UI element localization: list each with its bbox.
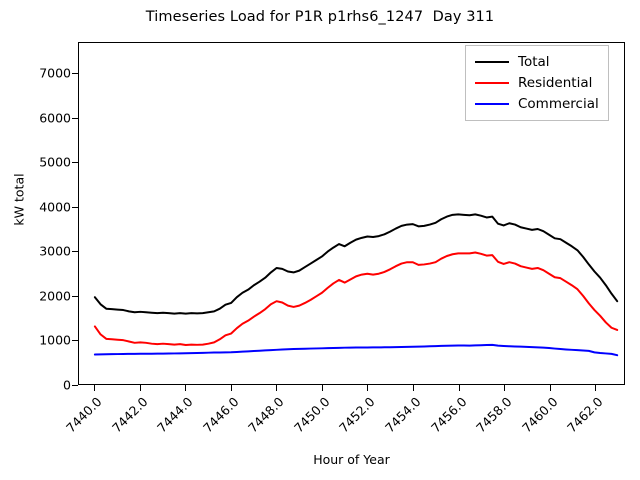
y-axis-tick-label: 4000: [39, 199, 71, 215]
x-axis-tick-label: 7462.0: [564, 394, 606, 436]
x-axis-tick-label: 7454.0: [382, 394, 424, 436]
x-axis-tick-mark: [367, 385, 369, 391]
legend-label-residential: Residential: [518, 74, 593, 91]
x-axis-tick-mark: [595, 385, 597, 391]
x-axis-tick-mark: [93, 385, 95, 391]
y-axis-tick-mark: [72, 162, 78, 164]
x-axis-tick-label: 7446.0: [199, 394, 242, 436]
x-axis-tick-label: 7460.0: [518, 394, 561, 436]
x-axis-tick-label: 7444.0: [154, 394, 196, 436]
y-axis-tick-label: 0: [63, 377, 71, 393]
chart-title: Timeseries Load for P1R p1rhs6_1247 Day …: [145, 9, 495, 25]
x-axis-label: Hour of Year: [313, 452, 390, 467]
series-line-residential: [93, 251, 619, 347]
y-axis-tick-label: 1000: [39, 332, 71, 348]
x-axis-tick-label: 7448.0: [245, 394, 287, 436]
series-line-commercial: [93, 343, 619, 357]
x-axis-tick-mark: [504, 385, 506, 391]
x-axis-tick-mark: [413, 385, 415, 391]
legend-label-commercial: Commercial: [518, 95, 599, 112]
legend-label-total: Total: [518, 53, 550, 70]
y-axis-tick-mark: [72, 117, 78, 119]
x-axis-tick-label: 7456.0: [427, 394, 470, 436]
plot-lines: [93, 213, 619, 357]
y-axis-tick-mark: [72, 206, 78, 208]
legend-swatch-total: [475, 60, 509, 63]
y-axis-tick-label: 2000: [39, 288, 71, 304]
x-axis-tick-mark: [230, 385, 232, 391]
y-axis-tick-mark: [72, 251, 78, 253]
x-axis-tick-label: 7450.0: [290, 394, 333, 436]
x-axis-tick-mark: [549, 385, 551, 391]
x-axis-tick-label: 7452.0: [336, 394, 379, 436]
x-axis-tick-mark: [276, 385, 278, 391]
y-axis-tick-labels: 0 1000 2000 3000 4000 5000 6000 7000: [0, 0, 71, 480]
y-axis-tick-label: 3000: [39, 243, 71, 259]
x-axis-tick-mark: [139, 385, 141, 391]
y-axis-tick-mark: [72, 385, 78, 386]
legend-item-total: Total: [475, 51, 599, 72]
x-axis-tick-label: 7458.0: [473, 394, 515, 436]
x-axis-tick-label: 7442.0: [108, 394, 151, 436]
y-axis-tick-mark: [72, 295, 78, 297]
y-axis-tick-mark: [72, 340, 78, 342]
legend-swatch-residential: [475, 81, 509, 84]
legend-swatch-commercial: [475, 102, 509, 105]
chart-legend: Total Residential Commercial: [465, 45, 609, 121]
y-axis-tick-label: 5000: [39, 154, 71, 170]
x-axis-tick-mark: [321, 385, 323, 391]
y-axis-tick-label: 6000: [39, 110, 71, 126]
y-axis-tick-label: 7000: [39, 65, 71, 81]
series-line-total: [93, 213, 619, 315]
legend-item-residential: Residential: [475, 72, 599, 93]
x-axis-tick-mark: [185, 385, 187, 391]
x-axis-tick-mark: [458, 385, 460, 391]
legend-item-commercial: Commercial: [475, 93, 599, 114]
y-axis-tick-mark: [72, 73, 78, 75]
